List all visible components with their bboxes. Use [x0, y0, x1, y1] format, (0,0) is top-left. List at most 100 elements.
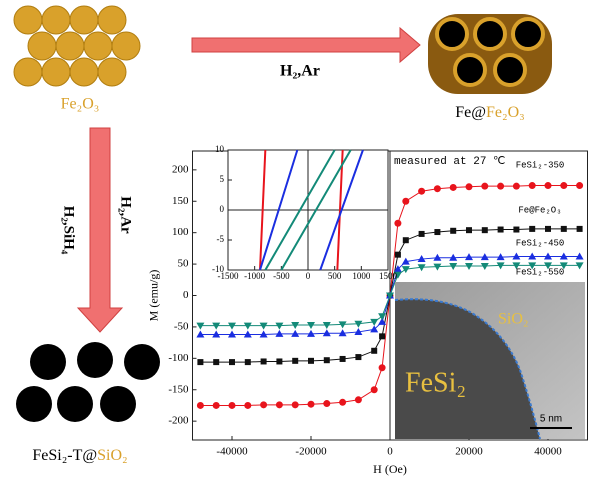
data-point	[481, 182, 489, 190]
data-point	[378, 364, 386, 372]
data-point	[370, 318, 379, 326]
data-point	[370, 325, 379, 333]
data-point	[529, 225, 536, 232]
data-point	[512, 182, 520, 190]
data-point	[512, 262, 521, 270]
data-point	[229, 359, 235, 366]
data-point	[576, 182, 584, 190]
y-tick-label: -150	[168, 383, 189, 395]
final-label: FeSi₂-T@SiO₂	[32, 447, 127, 464]
data-point	[544, 252, 552, 260]
data-point	[393, 265, 402, 273]
y-tick-label: -50	[174, 320, 189, 332]
data-point	[292, 357, 299, 364]
y-tick-label: -200	[168, 415, 189, 427]
x-tick-label: -20000	[295, 446, 327, 458]
x-tick-label: 20000	[455, 446, 483, 458]
data-point	[466, 227, 472, 234]
product-particles	[435, 17, 545, 87]
x-tick-label: 1500	[379, 271, 398, 281]
data-point	[450, 227, 457, 234]
x-tick-label: -40000	[216, 446, 248, 458]
series-label: Fe@Fe₂O₃	[518, 205, 561, 215]
data-point	[386, 292, 394, 300]
data-point	[496, 253, 505, 261]
data-point	[339, 355, 346, 362]
data-point	[497, 226, 504, 233]
data-point	[393, 271, 402, 279]
data-point	[213, 359, 220, 366]
data-point	[212, 401, 220, 409]
data-point	[465, 183, 473, 191]
data-point	[480, 262, 489, 270]
y-tick-label: 5	[220, 174, 225, 184]
data-point	[197, 359, 204, 366]
x-tick-label: -1500	[218, 271, 239, 281]
data-point	[418, 230, 425, 237]
data-point	[418, 187, 426, 195]
data-point	[417, 255, 426, 263]
data-point	[434, 229, 441, 236]
data-point	[513, 226, 520, 233]
data-point	[307, 329, 315, 337]
data-point	[528, 252, 537, 260]
data-point	[379, 333, 386, 340]
y-tick-label: 50	[178, 258, 190, 270]
data-point	[480, 253, 489, 261]
data-point	[323, 357, 330, 364]
data-point	[244, 359, 251, 366]
core-region	[395, 299, 540, 439]
final-particles	[16, 342, 160, 422]
arrow-right-label: H₂,Ar	[280, 63, 320, 80]
data-point	[307, 322, 315, 330]
data-point	[228, 330, 236, 338]
data-point	[402, 237, 409, 244]
data-point	[354, 327, 363, 335]
data-point	[465, 262, 473, 270]
data-point	[449, 183, 457, 191]
data-point	[259, 322, 268, 330]
data-point	[433, 185, 441, 193]
data-point	[196, 322, 205, 330]
data-point	[355, 354, 362, 361]
data-point	[275, 401, 283, 409]
data-point	[401, 266, 410, 274]
series-line	[259, 149, 364, 271]
data-point	[433, 253, 442, 261]
data-point	[576, 225, 583, 232]
data-point	[354, 320, 363, 328]
series-label: FeSi₂-550	[516, 267, 565, 277]
data-point	[545, 225, 551, 232]
series-line	[259, 149, 344, 271]
data-point	[481, 227, 488, 234]
data-point	[575, 262, 584, 270]
data-point	[371, 347, 378, 354]
y-tick-label: -10	[212, 264, 224, 274]
y-tick-label: 100	[172, 226, 189, 238]
series-line	[264, 149, 352, 271]
data-point	[575, 252, 584, 260]
data-point	[212, 322, 221, 330]
data-point	[243, 322, 252, 330]
data-point	[338, 329, 347, 337]
data-point	[512, 252, 521, 260]
product-label: Fe@Fe₂O₃	[455, 104, 524, 121]
product-shell-label: Fe₂O₃	[486, 104, 525, 121]
data-point	[307, 400, 315, 408]
data-point	[560, 225, 567, 232]
data-point	[559, 252, 568, 260]
y-tick-label: 10	[215, 144, 225, 154]
data-point	[276, 358, 283, 365]
data-point	[378, 313, 387, 321]
series-label: FeSi₂-450	[516, 238, 565, 248]
data-point	[243, 330, 252, 338]
data-point	[260, 401, 268, 409]
data-point	[196, 401, 204, 409]
data-point	[417, 264, 426, 272]
micrograph: SiO₂ FeSi₂ 5 nm	[394, 282, 585, 440]
data-point	[465, 253, 473, 261]
data-point	[322, 329, 331, 337]
data-point	[528, 262, 537, 270]
precursor-label: Fe₂O₃	[61, 96, 100, 113]
data-point	[544, 262, 552, 270]
